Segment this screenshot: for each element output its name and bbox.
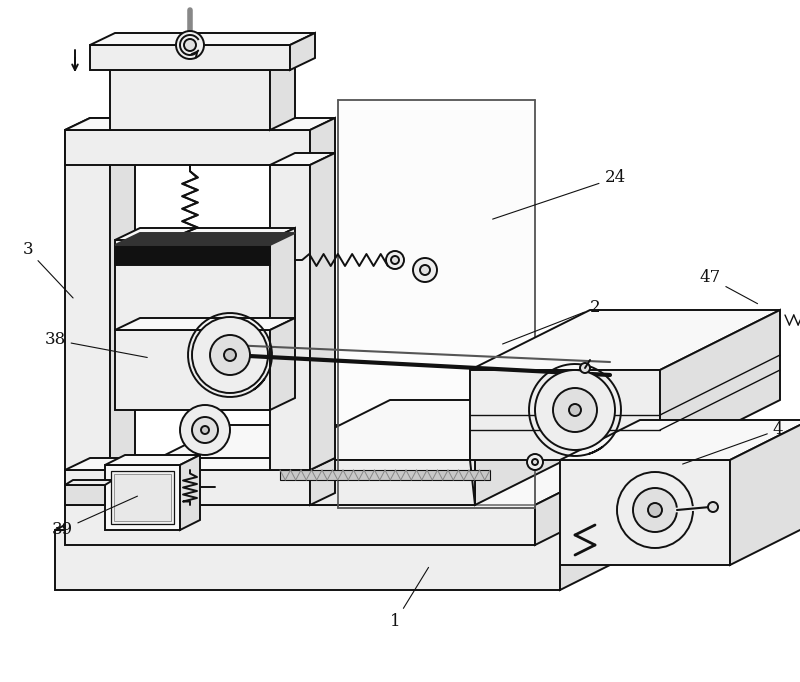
Polygon shape [270,400,595,460]
Polygon shape [110,58,295,70]
Polygon shape [115,228,295,240]
Ellipse shape [210,335,250,375]
Polygon shape [310,153,335,470]
Polygon shape [310,458,335,505]
Polygon shape [470,370,660,460]
Circle shape [391,256,399,264]
Polygon shape [111,471,174,524]
Ellipse shape [192,417,218,443]
Polygon shape [280,470,490,480]
Polygon shape [65,425,695,505]
Polygon shape [65,118,335,130]
Circle shape [386,251,404,269]
Ellipse shape [535,370,615,450]
Polygon shape [270,318,295,410]
Polygon shape [535,425,695,545]
Text: 2: 2 [502,299,600,344]
Polygon shape [55,530,560,590]
Polygon shape [560,420,800,460]
Circle shape [176,31,204,59]
Circle shape [648,503,662,517]
Circle shape [532,459,538,465]
Polygon shape [110,118,135,505]
Ellipse shape [192,317,268,393]
Polygon shape [270,153,335,165]
Polygon shape [560,440,740,590]
Polygon shape [270,460,475,505]
Polygon shape [65,130,110,505]
Circle shape [633,488,677,532]
Polygon shape [270,165,310,470]
Polygon shape [115,330,270,410]
Circle shape [413,258,437,282]
Text: 1: 1 [390,567,429,630]
Polygon shape [338,100,535,508]
Polygon shape [290,33,315,70]
Polygon shape [65,458,335,470]
Polygon shape [270,228,295,330]
Polygon shape [660,310,780,460]
Polygon shape [470,310,780,370]
Text: 3: 3 [22,241,73,298]
Polygon shape [110,70,270,130]
Polygon shape [115,240,270,330]
Polygon shape [310,118,335,165]
Polygon shape [115,318,295,330]
Polygon shape [730,420,800,565]
Text: 4: 4 [682,421,783,464]
Polygon shape [65,130,310,165]
Polygon shape [90,45,290,70]
Circle shape [708,502,718,512]
Ellipse shape [569,404,581,416]
Polygon shape [65,480,113,485]
Text: 47: 47 [699,269,758,303]
Circle shape [420,265,430,275]
Circle shape [184,39,196,51]
Polygon shape [560,460,730,565]
Polygon shape [90,33,315,45]
Text: 38: 38 [44,331,147,357]
Polygon shape [475,400,595,505]
Polygon shape [65,485,105,505]
Polygon shape [470,430,475,505]
Polygon shape [270,58,295,130]
Polygon shape [105,465,180,530]
Text: 24: 24 [493,170,626,219]
Circle shape [617,472,693,548]
Circle shape [527,454,543,470]
Polygon shape [114,474,171,521]
Polygon shape [65,505,535,545]
Polygon shape [55,440,740,530]
Circle shape [580,363,590,373]
Polygon shape [105,455,200,465]
Polygon shape [115,233,295,245]
Ellipse shape [180,405,230,455]
Text: 39: 39 [51,496,138,539]
Ellipse shape [553,388,597,432]
Polygon shape [180,455,200,530]
Polygon shape [65,470,310,505]
Ellipse shape [201,426,209,434]
Polygon shape [115,245,270,265]
Polygon shape [65,118,135,130]
Ellipse shape [224,349,236,361]
